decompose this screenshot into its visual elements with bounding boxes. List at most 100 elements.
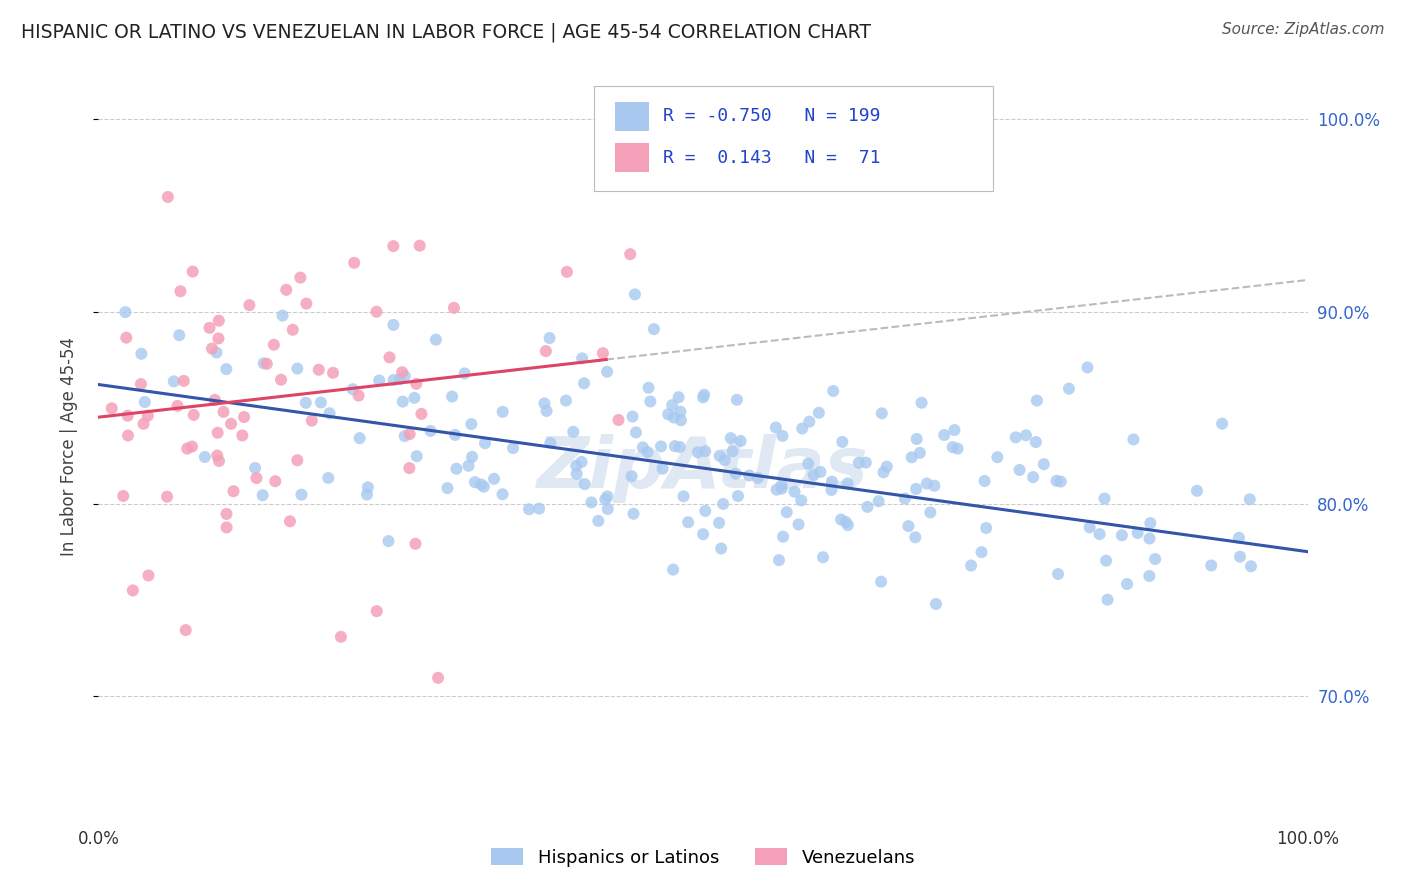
Point bbox=[301, 414, 323, 428]
Point bbox=[131, 347, 153, 361]
Point bbox=[252, 488, 274, 502]
Point bbox=[231, 428, 253, 442]
Point bbox=[366, 304, 388, 318]
Point bbox=[837, 476, 859, 491]
Point bbox=[768, 553, 790, 567]
Point bbox=[668, 390, 690, 404]
Point bbox=[121, 583, 143, 598]
Point bbox=[637, 445, 659, 459]
Point bbox=[538, 436, 561, 450]
Point bbox=[1227, 531, 1250, 545]
Point bbox=[588, 514, 610, 528]
Point bbox=[285, 453, 308, 467]
Point bbox=[562, 425, 585, 439]
Point bbox=[837, 518, 859, 533]
Point bbox=[533, 396, 555, 410]
Point bbox=[925, 597, 948, 611]
Point bbox=[136, 409, 159, 423]
Point bbox=[181, 440, 204, 454]
Point bbox=[820, 483, 842, 497]
Point bbox=[394, 429, 416, 443]
Point bbox=[264, 475, 287, 489]
Point bbox=[856, 500, 879, 514]
Point bbox=[721, 444, 744, 458]
Point bbox=[738, 468, 761, 483]
Point bbox=[986, 450, 1008, 465]
Point bbox=[790, 493, 813, 508]
Point bbox=[695, 504, 717, 518]
Point bbox=[1004, 430, 1026, 444]
Point bbox=[621, 409, 644, 424]
Point bbox=[208, 313, 231, 327]
Point bbox=[900, 450, 922, 465]
Point bbox=[474, 436, 496, 450]
Point bbox=[765, 483, 787, 497]
Point bbox=[460, 417, 482, 431]
Point bbox=[1088, 527, 1111, 541]
Point bbox=[278, 514, 301, 528]
Point bbox=[730, 434, 752, 448]
Point bbox=[676, 516, 699, 530]
Point bbox=[169, 328, 191, 343]
Point bbox=[156, 490, 179, 504]
Point bbox=[970, 545, 993, 559]
Point bbox=[574, 477, 596, 491]
Point bbox=[398, 427, 420, 442]
Point bbox=[565, 467, 588, 481]
Point bbox=[1122, 433, 1144, 447]
Point bbox=[163, 375, 186, 389]
Point bbox=[398, 461, 420, 475]
Point bbox=[747, 471, 769, 485]
Point bbox=[357, 480, 380, 494]
Point bbox=[623, 507, 645, 521]
Point bbox=[772, 429, 794, 443]
Point bbox=[835, 515, 858, 529]
Point bbox=[382, 239, 405, 253]
Point bbox=[219, 417, 242, 431]
Point bbox=[207, 425, 229, 440]
Point bbox=[174, 623, 197, 637]
Point bbox=[1199, 558, 1222, 573]
Point bbox=[290, 488, 312, 502]
Text: ZipAtlas: ZipAtlas bbox=[537, 434, 869, 503]
Point bbox=[595, 492, 617, 507]
Point bbox=[924, 478, 946, 492]
Point bbox=[692, 390, 714, 404]
Point bbox=[596, 365, 619, 379]
Point bbox=[271, 309, 294, 323]
Point bbox=[772, 530, 794, 544]
Point bbox=[427, 671, 450, 685]
Point bbox=[464, 475, 486, 490]
Point bbox=[1078, 520, 1101, 534]
Point bbox=[215, 520, 238, 534]
Point bbox=[725, 392, 748, 407]
Point bbox=[1137, 569, 1160, 583]
Point bbox=[238, 298, 260, 312]
Point bbox=[404, 537, 426, 551]
Point bbox=[855, 456, 877, 470]
Point bbox=[709, 449, 731, 463]
Point bbox=[695, 444, 717, 458]
Point bbox=[720, 431, 742, 445]
Point bbox=[770, 478, 793, 492]
Point bbox=[115, 331, 138, 345]
Point bbox=[245, 471, 267, 485]
Point bbox=[294, 396, 316, 410]
Point bbox=[1126, 526, 1149, 541]
Point bbox=[581, 495, 603, 509]
Point bbox=[408, 238, 430, 252]
Point bbox=[166, 399, 188, 413]
Point bbox=[1032, 457, 1054, 471]
Point bbox=[1094, 491, 1116, 506]
Legend: Hispanics or Latinos, Venezuelans: Hispanics or Latinos, Venezuelans bbox=[484, 841, 922, 874]
Point bbox=[631, 441, 654, 455]
Point bbox=[668, 440, 690, 454]
Point bbox=[453, 367, 475, 381]
Point bbox=[349, 431, 371, 445]
Point bbox=[664, 439, 686, 453]
Point bbox=[492, 405, 515, 419]
Point bbox=[419, 424, 441, 438]
Point bbox=[876, 459, 898, 474]
Point bbox=[908, 446, 931, 460]
Point bbox=[657, 407, 679, 421]
